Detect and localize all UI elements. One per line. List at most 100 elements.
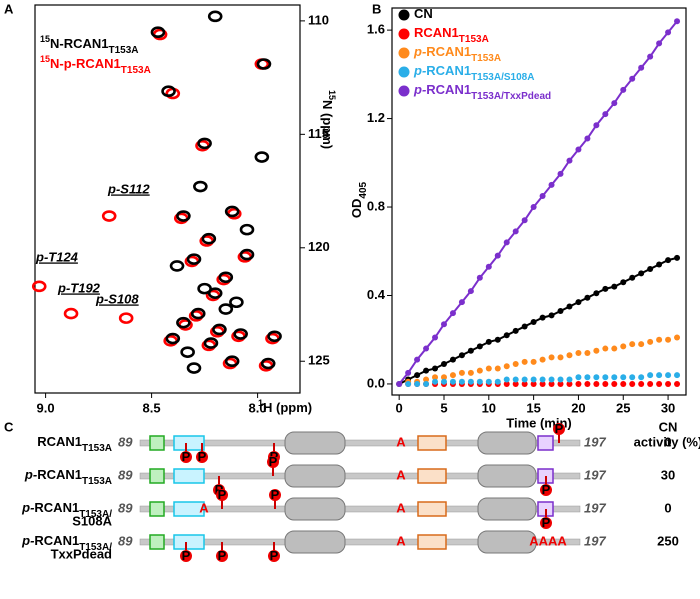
data-point <box>593 347 600 354</box>
nmr-peak <box>203 337 219 349</box>
data-point <box>593 380 600 387</box>
domain-green <box>149 468 165 484</box>
data-point <box>494 378 501 385</box>
construct-prefix: p- <box>21 500 34 515</box>
data-point <box>494 365 501 372</box>
data-point <box>620 279 627 286</box>
legend-subscript: T153A/S108A <box>471 72 534 83</box>
helix <box>477 497 537 521</box>
data-point <box>440 378 447 385</box>
data-point <box>449 372 456 379</box>
construct-sub2: TxxPdead <box>51 546 112 561</box>
data-point <box>566 376 573 383</box>
nmr-peak <box>165 332 181 345</box>
peak-annotation: p-T192 <box>57 280 101 295</box>
activity-value: 0 <box>664 434 671 449</box>
nmr-peak <box>218 303 234 315</box>
data-point <box>449 378 456 385</box>
phospho-label: P <box>542 482 551 497</box>
data-point <box>647 380 654 387</box>
data-point <box>602 380 609 387</box>
nmr-peak <box>186 253 202 265</box>
nmr-peak <box>239 248 255 261</box>
data-point <box>440 374 447 381</box>
data-point <box>566 352 573 359</box>
data-point <box>647 372 654 379</box>
domain-cyan <box>173 468 205 484</box>
domain-green <box>149 435 165 451</box>
data-point <box>656 380 663 387</box>
series-line <box>398 256 678 385</box>
data-point <box>423 345 430 352</box>
construct-label: p-RCAN1T153A/ <box>21 500 112 520</box>
data-point <box>593 122 600 129</box>
data-point <box>423 376 430 383</box>
peak-annotation: p-T124 <box>35 249 79 264</box>
phospho-label: P <box>542 515 551 530</box>
data-point <box>575 146 582 153</box>
data-point <box>584 135 591 142</box>
data-point <box>539 314 546 321</box>
data-point <box>602 345 609 352</box>
data-point <box>494 252 501 259</box>
data-point <box>405 369 412 376</box>
phospho-site <box>180 451 192 463</box>
y-tick-label: 1.2 <box>367 110 385 125</box>
data-point <box>557 380 564 387</box>
x-tick-label: 8.0 <box>249 400 267 415</box>
legend-prefix: p- <box>413 82 426 97</box>
data-point <box>629 341 636 348</box>
x-axis-label: 1H (ppm) <box>258 398 312 415</box>
legend-entry-part: T153A <box>109 45 139 56</box>
data-point <box>566 380 573 387</box>
legend-entry-part: N-p-RCAN1 <box>50 56 121 71</box>
phospho-site <box>540 484 552 496</box>
data-point <box>440 321 447 328</box>
backbone <box>139 439 581 447</box>
helix <box>284 497 346 521</box>
data-point <box>665 29 672 36</box>
end-residue: 197 <box>584 467 606 482</box>
data-point <box>512 376 519 383</box>
y-axis-label-part: OD <box>349 199 364 219</box>
y-axis-label-part: 15 <box>327 90 337 100</box>
nmr-peak <box>63 307 79 320</box>
data-point <box>647 53 654 60</box>
data-point <box>521 380 528 387</box>
helix <box>284 530 346 554</box>
data-point <box>548 376 555 383</box>
construct-prefix: p- <box>24 467 37 482</box>
data-point <box>485 378 492 385</box>
legend-subscript: T153A/TxxPdead <box>471 91 551 102</box>
construct-name: RCAN1 <box>37 467 82 482</box>
data-point <box>539 356 546 363</box>
phospho-site <box>216 489 228 501</box>
phospho-site <box>180 550 192 562</box>
data-point <box>432 334 439 341</box>
nmr-peak <box>224 205 240 218</box>
backbone <box>139 472 581 480</box>
phospho-label: P <box>270 548 279 563</box>
legend-name: RCAN1 <box>414 25 459 40</box>
nmr-peak <box>207 287 223 299</box>
phospho-label: P <box>218 487 227 502</box>
nmr-peak <box>233 328 248 340</box>
y-tick-label: 1.6 <box>367 22 385 37</box>
data-point <box>584 374 591 381</box>
data-point <box>414 372 421 379</box>
legend-marker <box>398 28 410 40</box>
data-point <box>638 374 645 381</box>
data-point <box>674 18 681 25</box>
x-tick-label: 9.0 <box>37 400 55 415</box>
data-point <box>611 345 618 352</box>
data-point <box>620 343 627 350</box>
activity-value: 0 <box>664 500 671 515</box>
data-point <box>467 288 474 295</box>
data-point <box>521 323 528 330</box>
x-tick-label: 30 <box>661 400 675 415</box>
y-tick-label: 0.4 <box>367 287 386 302</box>
construct-sub2: S108A <box>72 513 112 528</box>
domain-cyan <box>173 501 205 517</box>
y-axis-label-part: 405 <box>358 181 369 198</box>
domain-orange <box>417 468 447 484</box>
